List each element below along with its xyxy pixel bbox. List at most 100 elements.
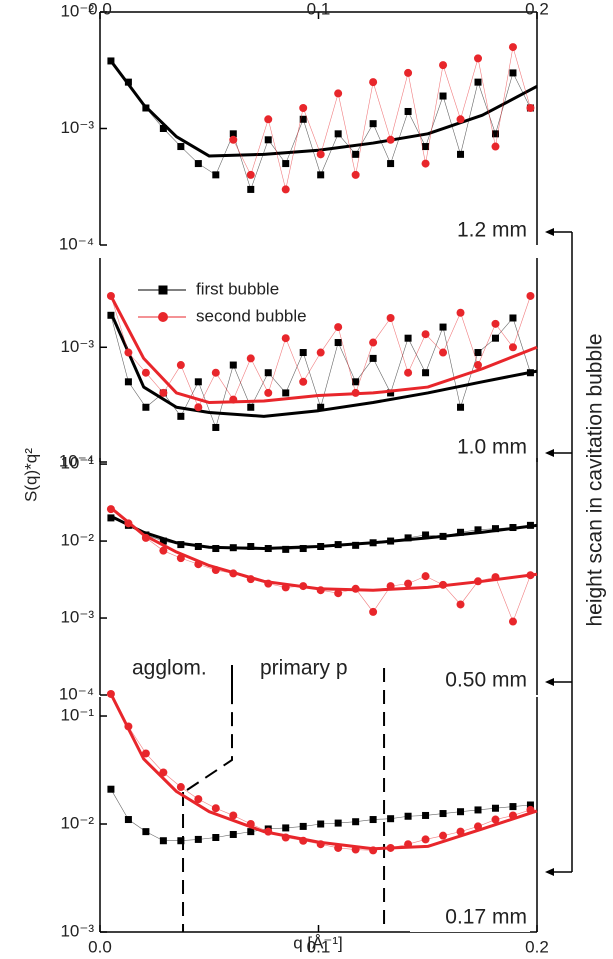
- legend-label: first bubble: [196, 279, 279, 298]
- point: [351, 170, 360, 179]
- x-tick-label: 0.2: [525, 0, 549, 18]
- point: [369, 607, 378, 616]
- point: [159, 546, 168, 555]
- point: [439, 348, 448, 357]
- point: [299, 115, 307, 123]
- point: [352, 150, 360, 158]
- point: [456, 115, 465, 124]
- region-brackets: [186, 665, 233, 791]
- annotation-bg: [410, 434, 530, 462]
- point: [264, 369, 272, 377]
- region-label: primary p: [260, 657, 348, 680]
- point: [491, 815, 500, 824]
- point: [141, 368, 150, 377]
- point: [439, 61, 448, 70]
- point: [281, 334, 290, 343]
- point: [229, 361, 237, 369]
- point: [247, 403, 255, 411]
- point: [404, 107, 412, 115]
- legend-marker: [158, 312, 168, 322]
- point: [194, 795, 203, 804]
- annotation-bg: [410, 217, 530, 245]
- point: [387, 389, 395, 397]
- point: [369, 354, 377, 362]
- y-tick-label: 10⁻⁴: [59, 684, 94, 703]
- agglom-bracket: [186, 700, 233, 791]
- region-label: agglom.: [132, 657, 207, 680]
- point: [421, 159, 430, 168]
- point: [422, 369, 430, 377]
- point: [317, 403, 325, 411]
- y-tick-label: 10⁻²: [60, 1, 94, 20]
- point: [194, 378, 202, 386]
- point: [282, 160, 290, 168]
- point: [369, 816, 377, 824]
- point: [439, 92, 447, 100]
- point: [456, 827, 465, 836]
- point: [491, 804, 499, 812]
- point: [281, 185, 290, 194]
- point: [124, 816, 132, 824]
- point: [282, 824, 290, 832]
- point: [247, 542, 255, 550]
- point: [456, 308, 465, 317]
- legend-label: second bubble: [196, 306, 307, 325]
- arrowhead: [545, 868, 554, 876]
- point: [421, 572, 430, 581]
- point: [159, 125, 167, 132]
- point: [404, 68, 413, 77]
- point: [159, 837, 167, 845]
- x-tick-label: 0.0: [88, 937, 112, 956]
- point: [334, 323, 343, 332]
- data-trace: [110, 60, 531, 191]
- point: [439, 810, 447, 818]
- point: [474, 806, 482, 814]
- point: [299, 822, 307, 830]
- point: [247, 828, 255, 836]
- point: [159, 537, 167, 545]
- point: [317, 171, 325, 179]
- point: [526, 801, 534, 809]
- legend-marker: [158, 285, 168, 295]
- point: [387, 815, 395, 823]
- point: [212, 834, 220, 842]
- fit-line: [109, 312, 538, 418]
- point: [299, 377, 308, 386]
- point: [142, 403, 150, 411]
- point: [491, 130, 499, 138]
- annotation-bg: [410, 667, 530, 695]
- point: [282, 545, 290, 553]
- panel-annotation: 1.0 mm: [457, 436, 527, 459]
- point: [211, 804, 220, 813]
- point: [177, 412, 185, 420]
- point: [229, 130, 237, 138]
- point: [282, 389, 290, 397]
- point: [526, 103, 535, 112]
- point: [439, 831, 448, 840]
- point: [316, 150, 325, 159]
- point: [194, 403, 203, 412]
- panel-annotation: 0.50 mm: [445, 669, 527, 692]
- x-tick-label: 0.0: [88, 0, 112, 18]
- point: [422, 811, 430, 819]
- point: [456, 600, 465, 609]
- arrowhead: [545, 228, 554, 236]
- point: [474, 361, 483, 370]
- point: [457, 808, 465, 816]
- point: [246, 170, 255, 179]
- point: [141, 749, 150, 758]
- point: [229, 811, 238, 820]
- point: [246, 354, 255, 363]
- point: [508, 617, 517, 626]
- panel-annotation: 0.17 mm: [445, 906, 527, 929]
- arrowheads: [545, 228, 554, 876]
- annotation-bg: [410, 904, 530, 932]
- point: [474, 526, 482, 534]
- point: [491, 319, 500, 328]
- fit-line: [109, 60, 538, 158]
- y-tick-label: 10⁻⁴: [59, 234, 94, 253]
- point: [334, 589, 343, 598]
- point: [334, 89, 343, 98]
- point: [404, 812, 412, 820]
